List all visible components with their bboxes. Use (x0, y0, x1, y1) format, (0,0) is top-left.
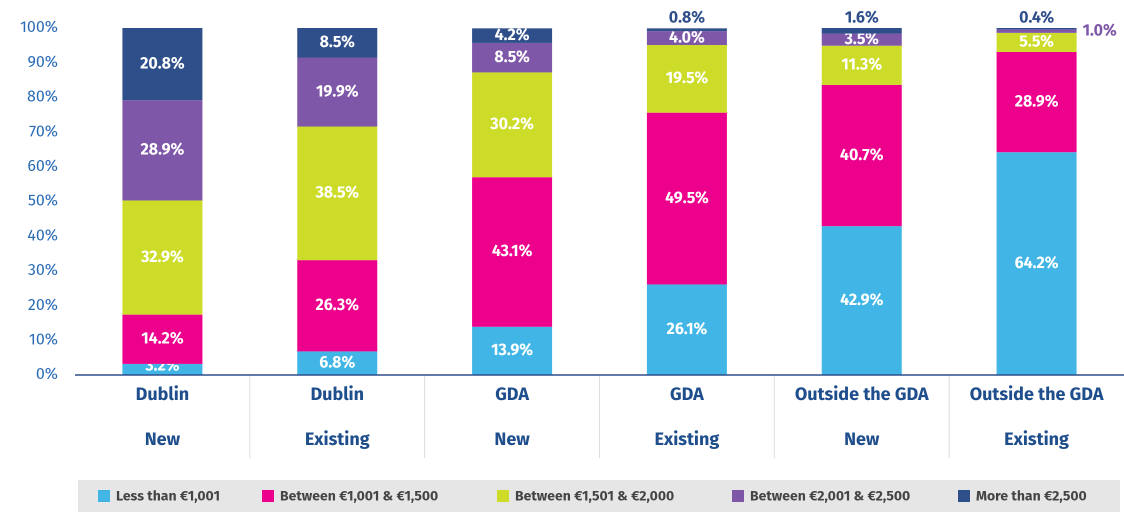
x-subcategory-label: Existing (655, 428, 720, 450)
bar-segment (646, 112, 727, 285)
data-label: 11.3% (841, 56, 882, 75)
x-tick-label: GDA (670, 383, 704, 405)
data-label: 13.9% (491, 341, 533, 360)
data-label: 0.4% (1019, 8, 1054, 27)
bar-segment (472, 177, 553, 327)
bar-segment (297, 260, 378, 352)
bar-segment (821, 28, 902, 34)
y-tick-label: 40% (27, 226, 58, 245)
y-tick-label: 10% (29, 331, 58, 350)
y-tick-label: 70% (29, 122, 58, 141)
bar-segment (646, 28, 727, 32)
legend-swatch (958, 490, 970, 502)
data-label: 26.1% (667, 320, 708, 339)
y-tick-label: 60% (27, 157, 58, 176)
data-label: 26.3% (316, 296, 360, 315)
bar-segment (472, 72, 553, 178)
legend-label: Less than €1,001 (116, 488, 220, 505)
data-label: 1.6% (845, 8, 879, 27)
x-tick-label: Dublin (310, 383, 364, 405)
bar-segment (122, 200, 203, 315)
data-label: 43.1% (492, 242, 533, 261)
bar-segment (821, 45, 902, 85)
x-subcategory-label: New (844, 428, 880, 450)
data-label: 28.9% (1015, 92, 1059, 111)
data-label: 30.2% (489, 115, 534, 134)
bar-segment (996, 152, 1077, 375)
x-tick-label: GDA (495, 383, 529, 405)
data-label: 49.5% (665, 189, 709, 208)
bar-segment (996, 51, 1077, 153)
legend-swatch (497, 490, 509, 502)
x-subcategory-label: Existing (305, 428, 370, 450)
data-label: 4.2% (495, 26, 530, 45)
x-tick-label: Outside the GDA (970, 383, 1104, 405)
data-label: 8.5% (320, 33, 356, 52)
y-tick-label: 100% (20, 18, 58, 37)
bar-segment (122, 314, 203, 364)
bar-segment (821, 33, 902, 46)
data-label: 38.5% (314, 184, 359, 203)
data-label: 5.5% (1019, 33, 1054, 52)
bar-segment (646, 284, 727, 375)
y-tick-label: 30% (28, 261, 58, 280)
legend-label: Between €1,501 & €2,000 (515, 488, 674, 505)
data-label: 6.8% (319, 353, 355, 372)
bar-segment (821, 226, 902, 375)
bar-segment (472, 28, 553, 43)
bar-segment (122, 100, 203, 201)
x-tick-label: Outside the GDA (795, 383, 929, 405)
data-label: 42.9% (840, 291, 883, 310)
bar-segment (297, 57, 378, 127)
legend-swatch (262, 490, 274, 502)
x-subcategory-label: New (494, 428, 530, 450)
bar-segment (996, 29, 1077, 33)
data-label: 8.5% (494, 48, 530, 67)
bar-segment (646, 31, 727, 46)
legend-label: Between €1,001 & €1,500 (280, 488, 438, 505)
bar-segment (996, 32, 1077, 52)
x-tick-label: Dublin (136, 383, 190, 405)
data-label: 19.5% (666, 69, 709, 88)
data-label: 28.9% (141, 141, 185, 160)
bar-segment (996, 28, 1077, 30)
bar-segment (472, 42, 553, 73)
legend-label: More than €2,500 (976, 488, 1087, 505)
legend-label: Between €2,001 & €2,500 (750, 488, 910, 505)
y-tick-label: 20% (28, 296, 58, 315)
y-tick-label: 80% (27, 88, 58, 107)
data-label: 20.8% (140, 54, 185, 73)
data-label: 32.9% (140, 248, 184, 267)
legend-swatch (732, 490, 744, 502)
data-label: 1.0% (1083, 21, 1117, 40)
data-label: 64.2% (1015, 254, 1059, 273)
bar-segment (821, 84, 902, 227)
y-tick-label: 50% (28, 192, 58, 211)
data-label: 0.8% (669, 9, 705, 28)
y-tick-label: 0% (36, 365, 58, 384)
legend-swatch (98, 490, 110, 502)
bar-segment (297, 126, 378, 261)
data-label: 19.9% (316, 82, 359, 101)
bar-segment (472, 326, 553, 375)
bar-segment (646, 45, 727, 113)
y-tick-label: 90% (27, 53, 58, 72)
data-label: 4.0% (669, 28, 705, 47)
legend-box (78, 480, 1120, 512)
data-label: 3.5% (844, 30, 880, 49)
bar-segment (297, 28, 378, 58)
bar-segment (122, 363, 203, 375)
data-label: 14.2% (141, 330, 184, 349)
bar-segment (122, 28, 203, 101)
bar-segment (297, 351, 378, 375)
data-label: 40.7% (840, 146, 884, 165)
x-subcategory-label: New (145, 428, 181, 450)
x-subcategory-label: Existing (1004, 428, 1069, 450)
